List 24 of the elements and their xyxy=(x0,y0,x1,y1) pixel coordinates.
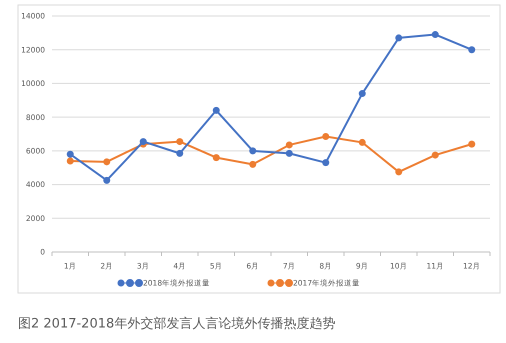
point xyxy=(358,90,366,98)
text: 图2 2017-2018年外交部发言人言论境外传播热度趋势 xyxy=(18,316,336,332)
point xyxy=(432,31,439,38)
point xyxy=(395,168,402,176)
point xyxy=(103,158,110,166)
point xyxy=(468,46,476,54)
point xyxy=(468,140,476,148)
point xyxy=(249,160,256,168)
point xyxy=(212,154,220,162)
point xyxy=(358,138,366,146)
point xyxy=(322,159,330,166)
point xyxy=(66,157,74,164)
point xyxy=(322,133,330,140)
point xyxy=(103,176,110,184)
point xyxy=(176,150,184,157)
point xyxy=(395,34,402,42)
point xyxy=(249,147,256,154)
point xyxy=(66,150,74,158)
point xyxy=(140,138,147,146)
point xyxy=(286,141,293,148)
point xyxy=(176,138,184,146)
point xyxy=(212,106,220,114)
point xyxy=(432,152,439,159)
point xyxy=(286,150,293,157)
